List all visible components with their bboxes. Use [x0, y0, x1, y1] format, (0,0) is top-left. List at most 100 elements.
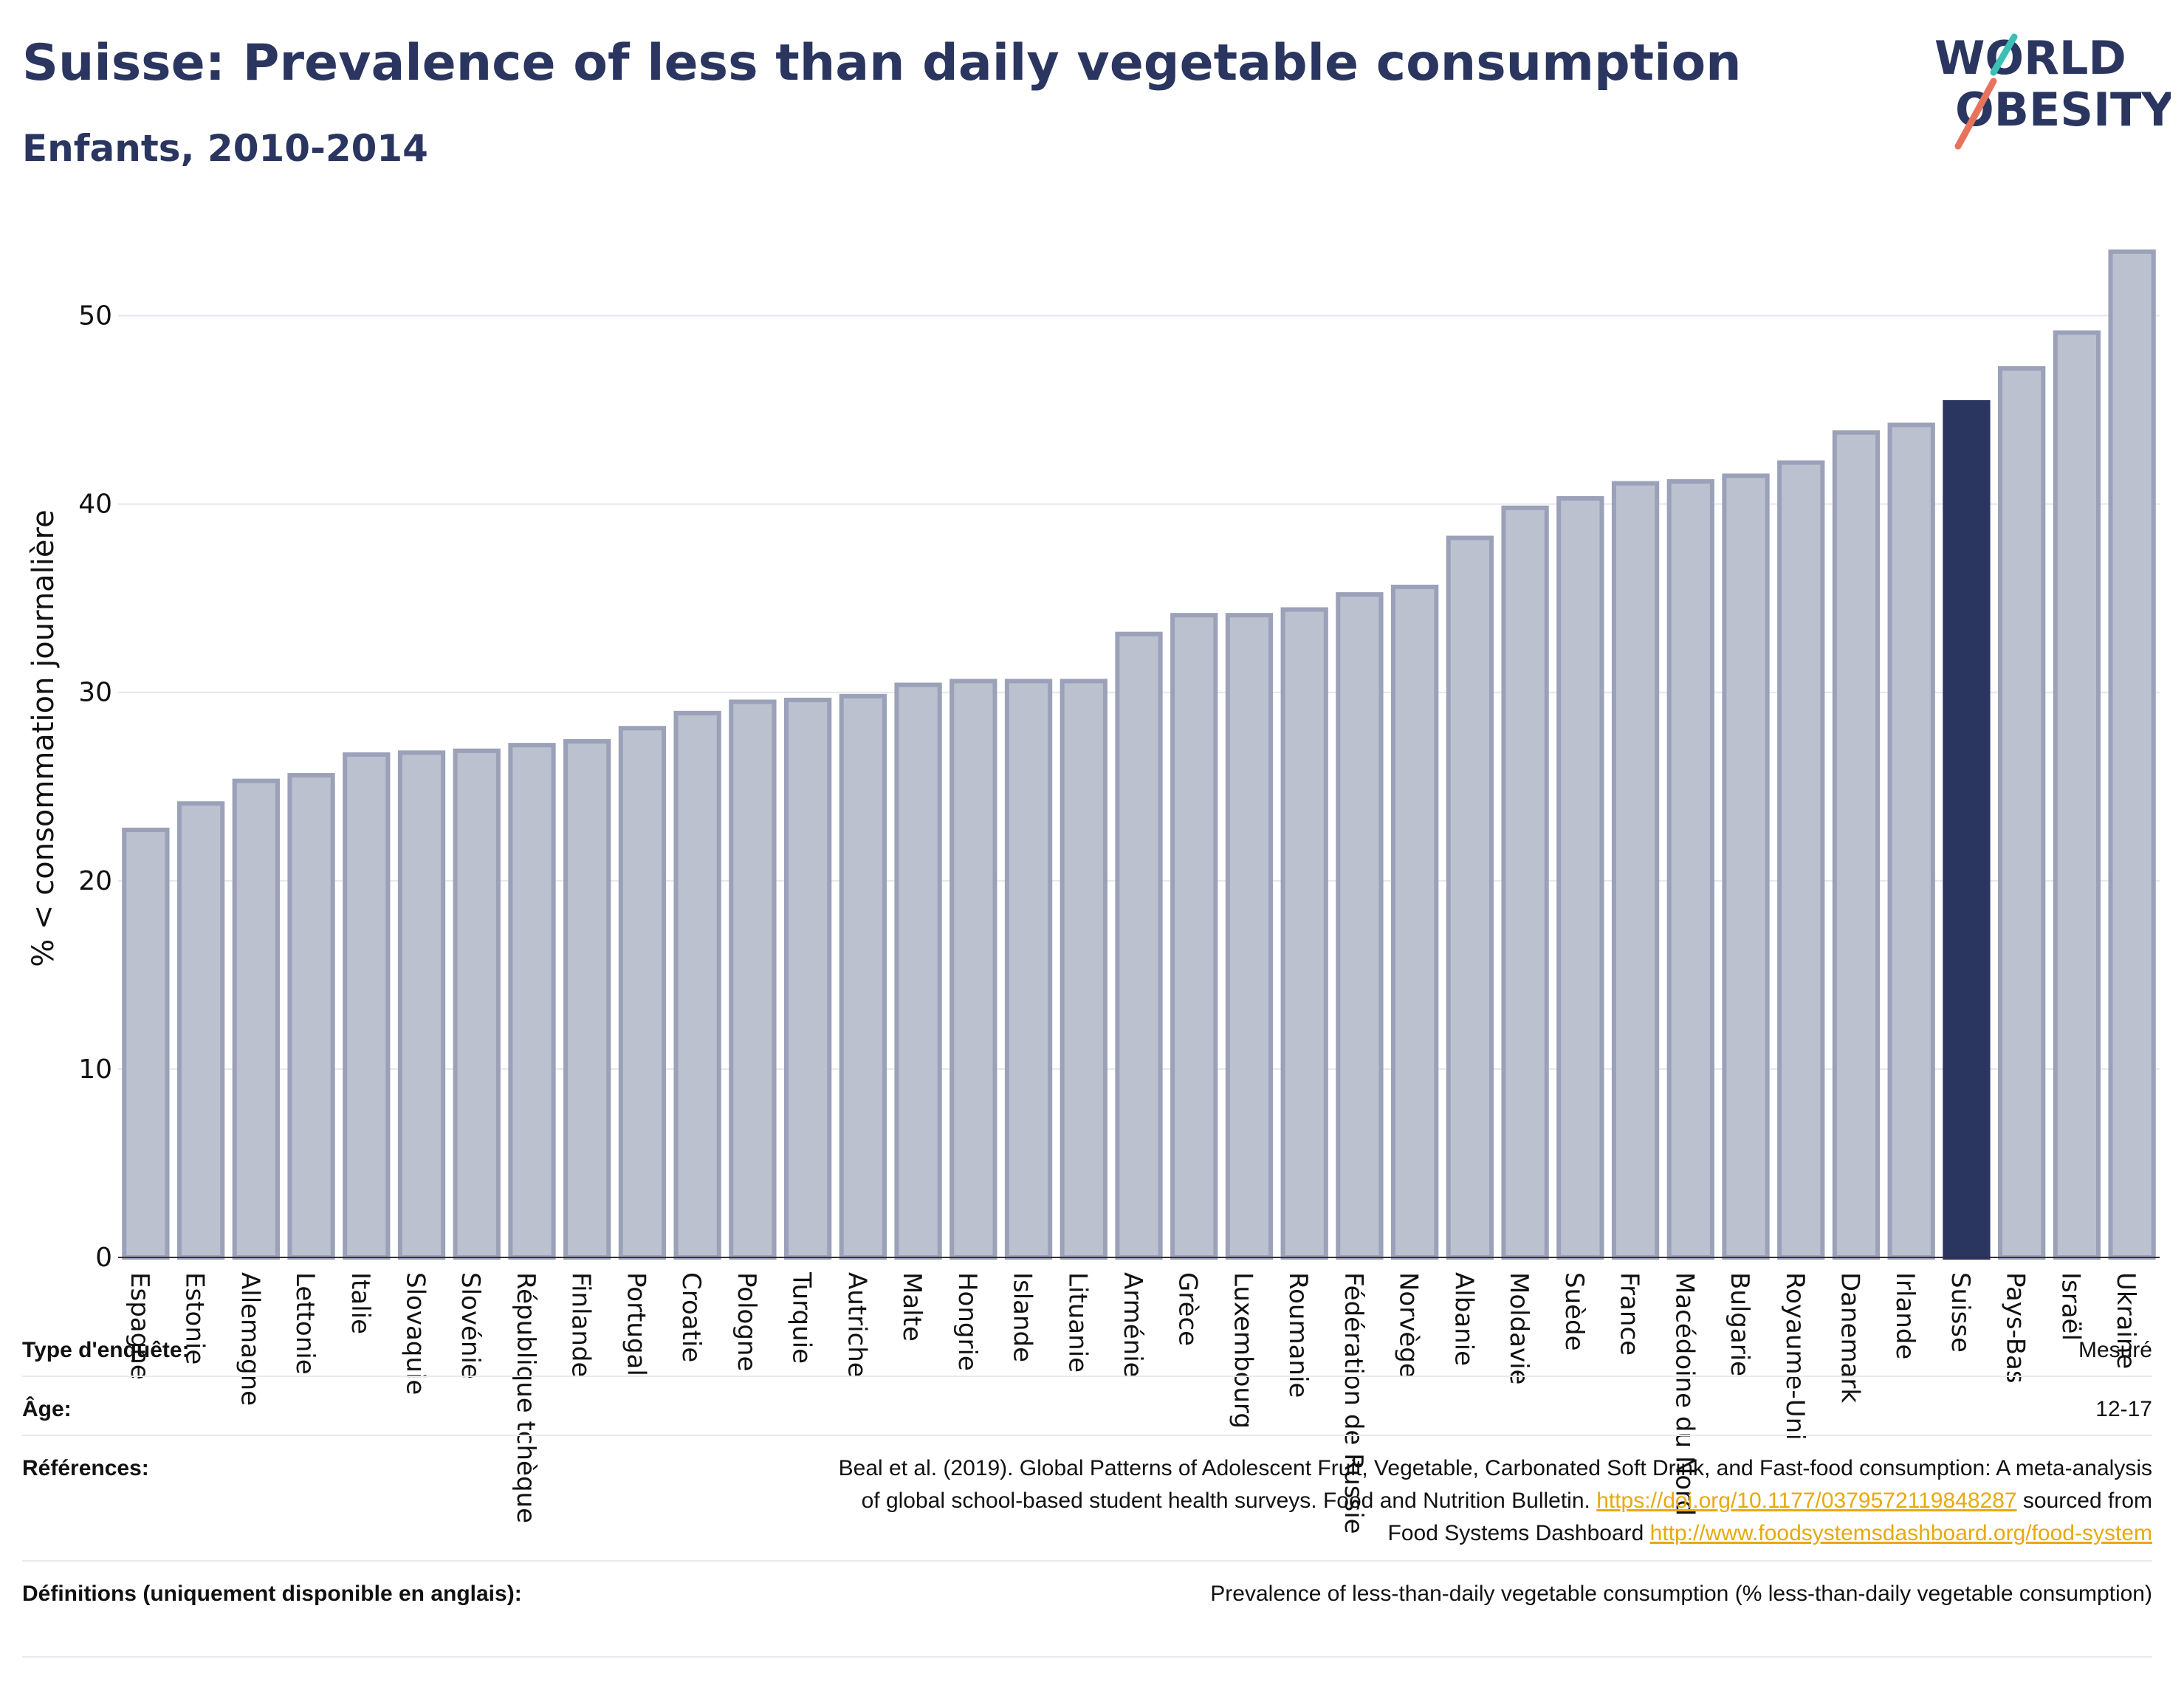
y-tick-label: 0: [95, 1243, 112, 1273]
y-tick-label: 40: [78, 490, 112, 520]
info-value: 12-17: [2095, 1397, 2152, 1421]
info-row: Définitions (uniquement disponible en an…: [22, 1562, 2152, 1658]
bar-fédération-de-russie: [1336, 592, 1384, 1260]
x-tick-label: Estonie: [180, 1272, 210, 1364]
info-label: Définitions (uniquement disponible en an…: [22, 1582, 522, 1606]
bar-suisse: [1943, 399, 1991, 1260]
bar-slovénie: [453, 748, 501, 1260]
bar-turquie: [783, 697, 832, 1260]
bar-espagne: [122, 827, 170, 1260]
x-tick-label: Allemagne: [235, 1272, 264, 1406]
bar-royaume-uni: [1777, 460, 1825, 1260]
reference-link[interactable]: https://doi.org/10.1177/0379572119848287: [1596, 1489, 2017, 1513]
bar-islande: [1004, 679, 1053, 1260]
y-tick-labels: 0 10 20 30 40 50: [78, 301, 112, 1273]
x-tick-label: Fédération de Russie: [1339, 1272, 1368, 1534]
x-tick-label: Albanie: [1449, 1272, 1478, 1366]
info-row: Type d'enquête: Mesuré: [22, 1318, 2152, 1377]
info-row: Âge: 12-17: [22, 1377, 2152, 1436]
bar-albanie: [1446, 535, 1494, 1260]
y-axis-label: % < consommation journalière: [27, 509, 61, 967]
reference-text: of global school-based student health su…: [861, 1489, 1597, 1513]
bar-ukraine: [2108, 249, 2156, 1260]
bar-croatie: [673, 710, 721, 1260]
x-tick-label: Moldavie: [1504, 1272, 1534, 1385]
info-value: Prevalence of less-than-daily vegetable …: [1210, 1582, 2152, 1606]
x-tick-labels: Espagne Estonie Allemagne Lettonie Italie Slo…: [125, 1271, 2140, 1534]
bar-irlande: [1887, 422, 1935, 1260]
y-tick-label: 30: [78, 678, 112, 708]
bar-italie: [343, 752, 391, 1260]
x-tick-label: Hongrie: [952, 1272, 982, 1371]
x-tick-label: Slovaquie: [401, 1272, 430, 1395]
x-tick-label: Malte: [897, 1272, 927, 1342]
info-row: Références: Beal et al. (2019). Global Pa…: [22, 1436, 2152, 1562]
bar-norvège: [1391, 584, 1439, 1260]
x-tick-label: Croatie: [676, 1272, 706, 1362]
bar-arménie: [1115, 631, 1163, 1260]
x-tick-label: Lettonie: [290, 1272, 320, 1375]
bar-suède: [1556, 495, 1604, 1260]
bar-pologne: [729, 699, 777, 1260]
bar-république-tchèque: [508, 743, 556, 1260]
x-tick-label: Israël: [2056, 1272, 2085, 1341]
y-tick-label: 10: [78, 1054, 112, 1085]
x-tick-label: Islande: [1008, 1272, 1037, 1362]
bar-portugal: [618, 726, 667, 1260]
x-tick-label: Irlande: [1890, 1272, 1920, 1359]
x-tick-label: Bulgarie: [1725, 1272, 1754, 1376]
bar-slovaquie: [397, 750, 446, 1260]
x-tick-label: Italie: [346, 1272, 375, 1334]
x-tick-label: Danemark: [1835, 1272, 1864, 1403]
info-label: Références:: [22, 1456, 149, 1480]
bar-pays-bas: [1998, 365, 2046, 1260]
reference-text: Beal et al. (2019). Global Patterns of A…: [838, 1456, 2152, 1480]
bar-danemark: [1832, 430, 1881, 1260]
x-tick-label: Autriche: [842, 1272, 871, 1378]
x-tick-label: Grèce: [1173, 1272, 1203, 1346]
chart-subtitle: Enfants, 2010-2014: [22, 127, 428, 170]
bar-moldavie: [1501, 505, 1549, 1260]
x-tick-label: Luxembourg: [1228, 1272, 1257, 1429]
bar-lettonie: [287, 772, 335, 1260]
bar-bulgarie: [1722, 473, 1770, 1260]
x-tick-label: République tchèque: [511, 1272, 540, 1523]
world-obesity-logo: WORLD OBESITY: [1934, 31, 2171, 150]
x-tick-label: Pologne: [732, 1272, 761, 1371]
x-tick-label: Royaume-Uni: [1780, 1272, 1810, 1441]
bar-france: [1611, 481, 1660, 1260]
x-tick-label: Pays-Bas: [2001, 1272, 2030, 1384]
x-tick-label: Finlande: [566, 1272, 596, 1377]
x-tick-label: Portugal: [621, 1272, 650, 1376]
x-tick-label: Lituanie: [1062, 1272, 1092, 1373]
info-label: Âge:: [22, 1397, 72, 1421]
bar-finlande: [563, 739, 611, 1260]
bar-autriche: [839, 693, 887, 1260]
x-tick-label: Ukraine: [2111, 1272, 2140, 1369]
x-tick-label: Suisse: [1946, 1272, 1975, 1353]
y-tick-label: 50: [78, 301, 112, 332]
bar-luxembourg: [1225, 613, 1274, 1260]
info-value: Beal et al. (2019). Global Patterns of A…: [554, 1452, 2152, 1550]
info-table: Type d'enquête: Mesuré Âge: 12-17 Références…: [22, 1318, 2152, 1658]
reference-text: sourced from: [2016, 1489, 2152, 1513]
bar-grèce: [1170, 613, 1218, 1260]
x-tick-label: Slovénie: [456, 1272, 485, 1379]
reference-link[interactable]: http://www.foodsystemsdashboard.org/food…: [1649, 1521, 2152, 1545]
y-tick-label: 20: [78, 866, 112, 896]
bar-macédoine-du-nord: [1666, 479, 1714, 1260]
x-tick-label: France: [1615, 1272, 1644, 1356]
bar-allemagne: [232, 778, 280, 1260]
logo-slash-teal: [1990, 33, 2018, 76]
x-tick-label: Macédoine du Nord: [1669, 1272, 1699, 1516]
info-value: Mesuré: [2078, 1338, 2152, 1362]
bar-israël: [2053, 330, 2101, 1260]
x-tick-label: Norvège: [1394, 1272, 1424, 1379]
chart-title: Suisse: Prevalence of less than daily ve…: [22, 34, 1742, 92]
bar-malte: [894, 682, 942, 1260]
bars: [122, 249, 2156, 1260]
logo-slash-coral: [1954, 78, 1997, 150]
bar-roumanie: [1280, 607, 1328, 1260]
reference-text: Food Systems Dashboard: [1387, 1521, 1650, 1545]
